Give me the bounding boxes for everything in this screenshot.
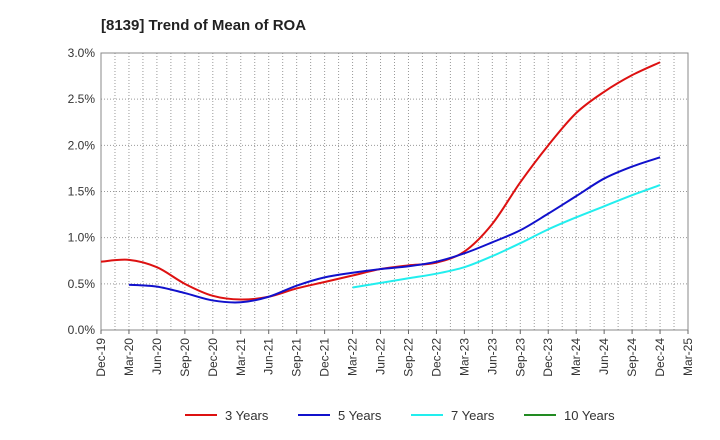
axes: 0.0% 0.5% 1.0% 1.5% 2.0% 2.5% 3.0% Dec-19 Mar-20… — [68, 46, 695, 377]
x-tick-label: Mar-24 — [569, 338, 583, 376]
x-tick-label: Dec-21 — [318, 338, 332, 377]
series-line-5-years — [128, 156, 661, 304]
x-tick-label: Sep-20 — [178, 338, 192, 377]
y-tick-label: 0.5% — [68, 277, 96, 291]
legend: 3 Years 5 Years 7 Years 10 Years — [185, 408, 615, 423]
y-tick-label: 0.0% — [68, 323, 96, 337]
x-tick-label: Sep-22 — [401, 338, 415, 377]
legend-label-3-years: 3 Years — [225, 408, 269, 423]
legend-label-5-years: 5 Years — [338, 408, 382, 423]
grid — [101, 53, 688, 330]
x-tick-label: Dec-23 — [541, 338, 555, 377]
plot-frame — [100, 52, 689, 331]
x-tick-label: Mar-21 — [234, 338, 248, 376]
x-tick-label: Mar-20 — [122, 338, 136, 376]
y-tick-label: 2.5% — [68, 92, 96, 106]
x-tick-label: Dec-20 — [206, 338, 220, 377]
series-lines — [100, 61, 661, 304]
x-tick-label: Dec-19 — [94, 338, 108, 377]
x-tick-label: Mar-22 — [346, 338, 360, 376]
y-tick-label: 2.0% — [68, 138, 96, 152]
x-tick-label: Jun-24 — [597, 338, 611, 375]
y-tick-label: 1.5% — [68, 185, 96, 199]
x-tick-label: Dec-22 — [429, 338, 443, 377]
x-tick-label: Jun-23 — [485, 338, 499, 375]
x-tick-label: Jun-20 — [150, 338, 164, 375]
x-tick-label: Sep-23 — [513, 338, 527, 377]
legend-label-7-years: 7 Years — [451, 408, 495, 423]
x-tick-label: Jun-21 — [262, 338, 276, 375]
x-tick-label: Jun-22 — [374, 338, 388, 375]
x-tick-label: Dec-24 — [653, 338, 667, 377]
legend-label-10-years: 10 Years — [564, 408, 615, 423]
x-tick-label: Mar-25 — [681, 338, 695, 376]
series-line-7-years — [352, 184, 661, 289]
chart-title: [8139] Trend of Mean of ROA — [101, 17, 306, 34]
y-tick-label: 1.0% — [68, 231, 96, 245]
x-tick-label: Mar-23 — [457, 338, 471, 376]
y-tick-label: 3.0% — [68, 46, 96, 60]
x-tick-label: Sep-21 — [290, 338, 304, 377]
x-tick-label: Sep-24 — [625, 338, 639, 377]
